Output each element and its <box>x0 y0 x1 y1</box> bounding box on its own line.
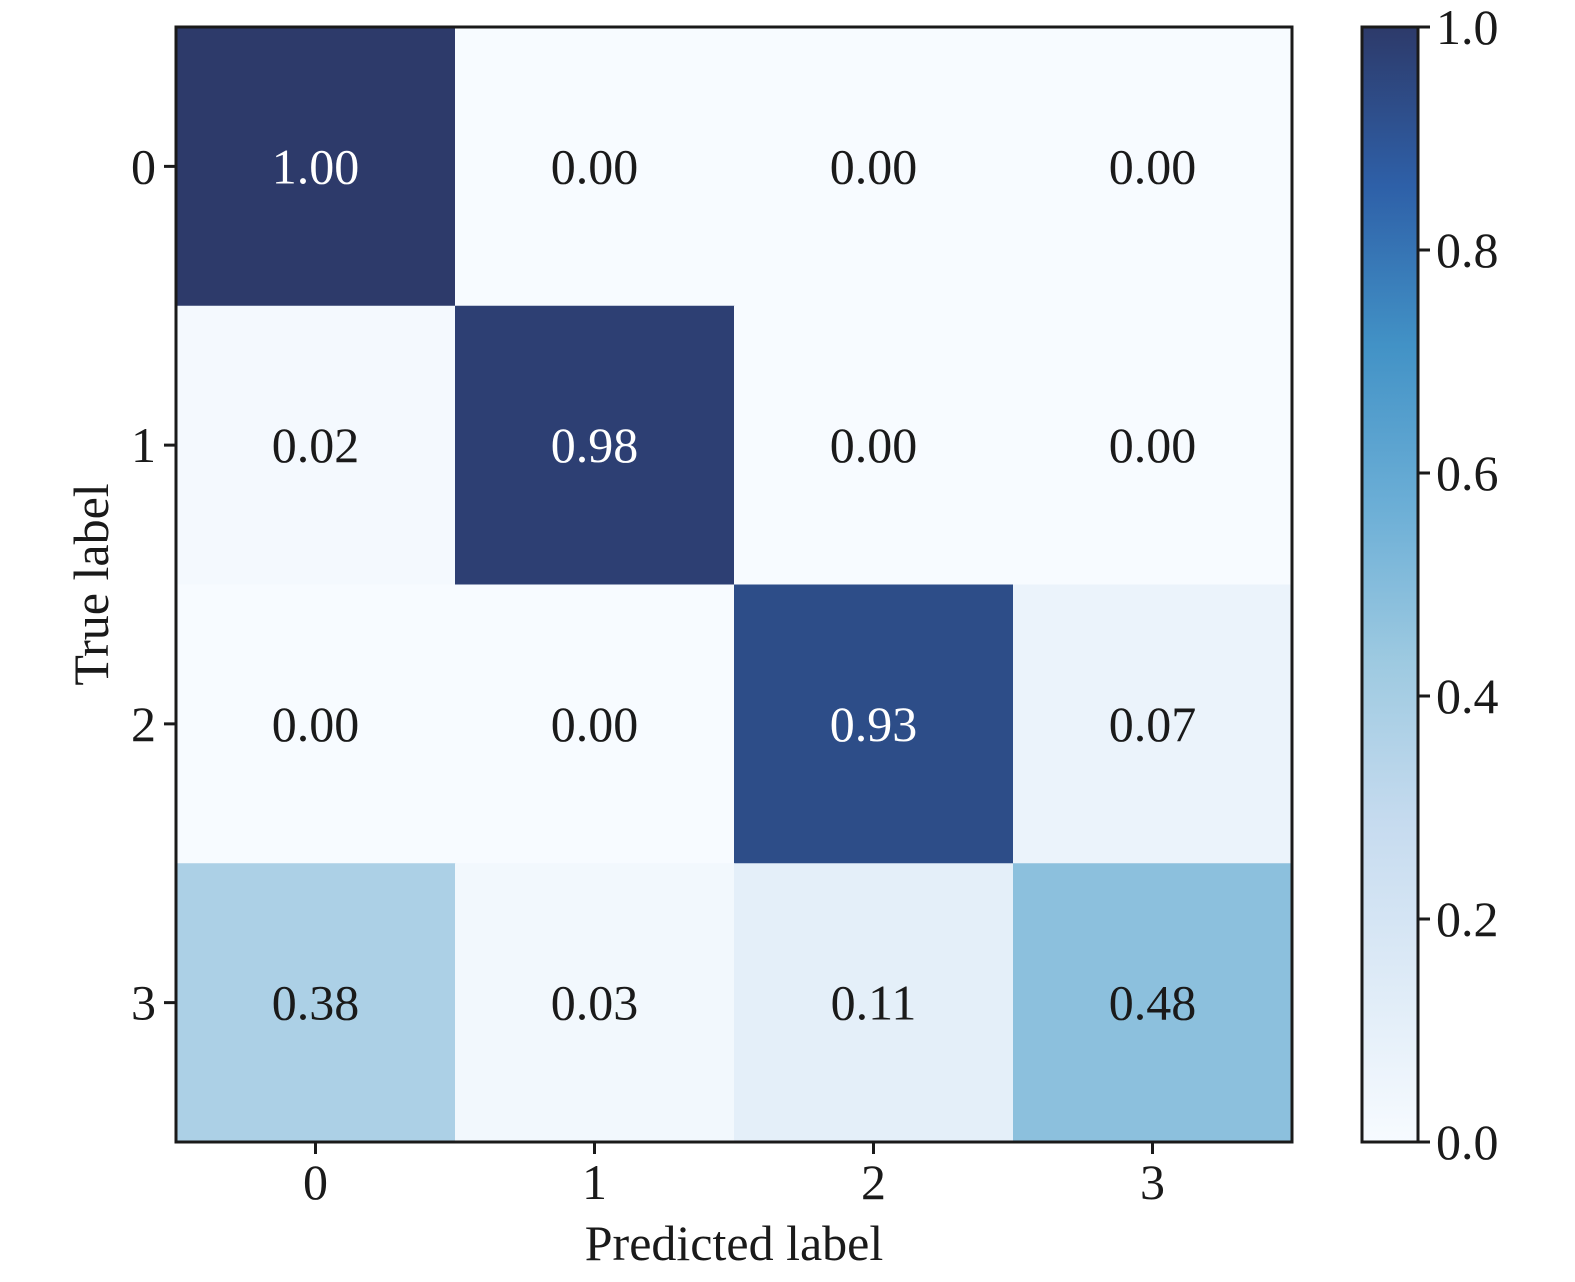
cell-value-label: 0.00 <box>551 696 639 752</box>
cell-value-label: 0.11 <box>831 975 917 1031</box>
cell-value-label: 0.07 <box>1109 696 1197 752</box>
x-axis-ticks: 0 1 2 3 <box>303 1142 1165 1210</box>
cell-value-label: 0.00 <box>272 696 360 752</box>
cell-value-label: 0.00 <box>830 138 918 194</box>
cell-value-label: 0.48 <box>1109 975 1197 1031</box>
colorbar-ticks: 0.0 0.2 0.4 0.6 0.8 1.0 <box>1418 0 1499 1170</box>
colorbar-tick-label: 0.8 <box>1436 222 1499 278</box>
heatmap-cell <box>176 584 456 864</box>
cell-value-label: 0.00 <box>1109 138 1197 194</box>
y-tick-label: 2 <box>131 696 156 752</box>
cell-value-label: 0.02 <box>272 417 360 473</box>
cell-value-label: 0.00 <box>551 138 639 194</box>
x-tick-label: 0 <box>303 1154 328 1210</box>
heatmap-cell <box>734 863 1014 1143</box>
y-tick-label: 3 <box>131 975 156 1031</box>
heatmap-cell <box>1013 27 1293 307</box>
heatmap-cell <box>1013 305 1293 586</box>
heatmap-cell <box>1013 863 1293 1143</box>
cell-value-label: 0.38 <box>272 975 360 1031</box>
colorbar-tick-label: 0.4 <box>1436 668 1499 724</box>
y-tick-label: 0 <box>131 138 156 194</box>
x-axis-label: Predicted label <box>585 1215 884 1271</box>
y-axis-label: True label <box>63 483 119 685</box>
heatmap-cell <box>734 584 1014 864</box>
plot-frame <box>174 25 1294 1144</box>
heatmap-cell <box>455 305 735 586</box>
y-axis-ticks: 0 1 2 3 <box>131 138 176 1031</box>
heatmap-cell <box>734 305 1014 586</box>
cell-value-label: 0.00 <box>830 417 918 473</box>
heatmap-cell <box>455 584 735 864</box>
cell-value-label: 1.00 <box>272 138 360 194</box>
heatmap-cell <box>455 863 735 1143</box>
heatmap-cell <box>176 863 456 1143</box>
heatmap-cells <box>176 27 1293 1143</box>
heatmap-cell <box>455 27 735 307</box>
heatmap-cell <box>734 27 1014 307</box>
colorbar-tick-label: 0.6 <box>1436 445 1499 501</box>
cell-value-label: 0.98 <box>551 417 639 473</box>
y-tick-label: 1 <box>131 417 156 473</box>
colorbar <box>1360 25 1420 1144</box>
cell-value-label: 0.03 <box>551 975 639 1031</box>
heatmap-cell <box>1013 584 1293 864</box>
cell-value-label: 0.93 <box>830 696 918 752</box>
colorbar-tick-label: 0.0 <box>1436 1114 1499 1170</box>
x-tick-label: 2 <box>861 1154 886 1210</box>
x-tick-label: 1 <box>582 1154 607 1210</box>
cell-labels: 1.00 0.00 0.00 0.00 0.02 0.98 0.00 0.00 0.00 0.00… <box>272 138 1197 1030</box>
cell-value-label: 0.00 <box>1109 417 1197 473</box>
colorbar-tick-label: 0.2 <box>1436 891 1499 947</box>
heatmap-cell <box>176 27 456 307</box>
colorbar-tick-label: 1.0 <box>1436 0 1499 55</box>
heatmap-cell <box>176 305 456 586</box>
x-tick-label: 3 <box>1140 1154 1165 1210</box>
